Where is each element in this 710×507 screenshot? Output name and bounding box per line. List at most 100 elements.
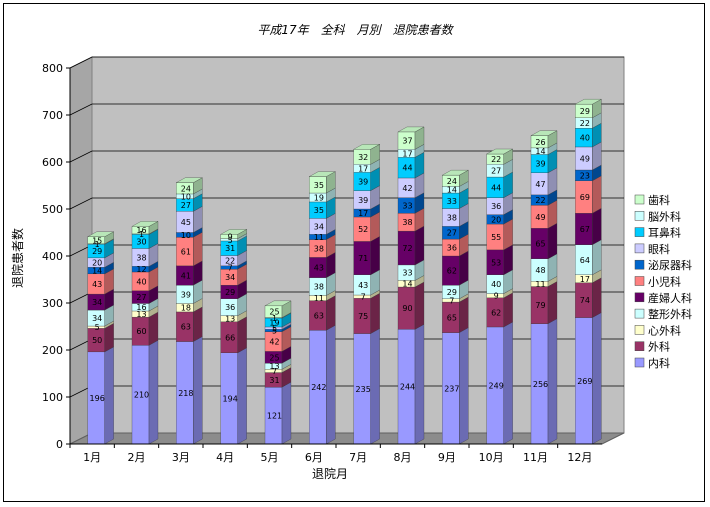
legend-label: 産婦人科 bbox=[648, 291, 692, 305]
data-label: 7 bbox=[228, 264, 233, 273]
x-tick-label: 9月 bbox=[438, 451, 456, 464]
data-label: 34 bbox=[225, 273, 235, 282]
data-label: 35 bbox=[314, 181, 324, 190]
bar-top bbox=[486, 148, 514, 155]
legend-label: 歯科 bbox=[648, 193, 670, 207]
data-label: 90 bbox=[402, 304, 412, 313]
legend-label: 脳外科 bbox=[648, 209, 681, 223]
data-label: 19 bbox=[314, 193, 324, 202]
data-label: 11 bbox=[314, 233, 324, 242]
data-label: 5 bbox=[95, 323, 100, 332]
data-label: 194 bbox=[223, 394, 238, 403]
bar-top bbox=[264, 300, 292, 306]
data-label: 29 bbox=[447, 288, 457, 297]
bar-top bbox=[131, 221, 159, 227]
data-label: 71 bbox=[358, 254, 368, 263]
legend-swatch bbox=[634, 341, 645, 351]
x-tick-label: 11月 bbox=[523, 451, 548, 464]
x-tick-label: 4月 bbox=[216, 451, 234, 464]
bar-segment-side bbox=[370, 293, 380, 334]
data-label: 196 bbox=[90, 394, 105, 403]
data-label: 1 bbox=[139, 230, 144, 239]
x-tick-label: 8月 bbox=[394, 451, 412, 464]
data-label: 22 bbox=[491, 155, 501, 164]
data-label: 22 bbox=[580, 119, 590, 128]
data-label: 69 bbox=[580, 193, 590, 202]
y-tick-label: 700 bbox=[42, 109, 63, 122]
data-label: 49 bbox=[580, 154, 590, 163]
data-label: 44 bbox=[491, 183, 501, 192]
data-label: 5 bbox=[228, 236, 233, 245]
gridline bbox=[69, 56, 624, 69]
bar-segment-side bbox=[592, 312, 602, 445]
bar-segment-side bbox=[503, 292, 513, 328]
data-label: 50 bbox=[92, 336, 102, 345]
data-label: 79 bbox=[535, 301, 545, 310]
data-label: 36 bbox=[447, 244, 457, 253]
bar-segment-side bbox=[592, 239, 602, 276]
legend-swatch bbox=[634, 227, 645, 237]
bar-top bbox=[353, 144, 381, 150]
data-label: 9 bbox=[494, 292, 499, 301]
data-label: 44 bbox=[402, 164, 412, 173]
bar-segment-side bbox=[193, 231, 203, 267]
data-label: 65 bbox=[447, 313, 457, 322]
data-label: 62 bbox=[447, 267, 457, 276]
data-label: 210 bbox=[134, 391, 149, 400]
legend-swatch bbox=[634, 357, 645, 368]
legend-label: 整形外科 bbox=[648, 307, 692, 321]
data-label: 14 bbox=[447, 186, 457, 195]
data-label: 38 bbox=[447, 213, 457, 222]
data-label: 60 bbox=[136, 327, 146, 336]
bar-top bbox=[175, 177, 203, 183]
chart-title: 平成17年 全科 月別 退院患者数 bbox=[257, 23, 453, 37]
data-label: 47 bbox=[535, 180, 545, 189]
data-label: 39 bbox=[358, 196, 368, 205]
y-tick-label: 200 bbox=[42, 344, 63, 357]
data-label: 43 bbox=[92, 280, 102, 289]
bar-top bbox=[220, 229, 248, 235]
bar-segment-side bbox=[148, 340, 159, 445]
legend-swatch bbox=[634, 325, 645, 335]
bar-segment-side bbox=[547, 318, 558, 445]
data-label: 38 bbox=[314, 283, 324, 292]
data-label: 39 bbox=[358, 178, 368, 187]
legend-label: 内科 bbox=[648, 356, 670, 370]
data-label: 17 bbox=[402, 149, 412, 158]
data-label: 32 bbox=[358, 153, 368, 162]
data-label: 72 bbox=[402, 244, 412, 253]
data-label: 242 bbox=[311, 383, 326, 392]
bar-segment-side bbox=[414, 225, 425, 266]
data-label: 7 bbox=[449, 296, 454, 305]
data-label: 61 bbox=[181, 248, 191, 257]
y-tick-label: 100 bbox=[42, 391, 63, 404]
data-label: 1 bbox=[272, 314, 277, 323]
x-tick-label: 2月 bbox=[128, 451, 146, 464]
bar-segment-side bbox=[414, 324, 425, 445]
data-label: 63 bbox=[314, 311, 324, 320]
bar-top bbox=[397, 126, 425, 133]
bar-top bbox=[87, 231, 115, 237]
data-label: 17 bbox=[358, 209, 368, 218]
bar-segment-side bbox=[459, 296, 469, 333]
data-label: 40 bbox=[491, 280, 501, 289]
data-label: 33 bbox=[402, 269, 412, 278]
data-label: 74 bbox=[580, 296, 590, 305]
gridline bbox=[69, 103, 624, 116]
bar-segment-side bbox=[148, 311, 159, 346]
x-tick-label: 6月 bbox=[305, 451, 323, 464]
data-label: 25 bbox=[269, 353, 279, 362]
legend-swatch bbox=[634, 211, 645, 221]
data-label: 33 bbox=[447, 197, 457, 206]
x-tick-label: 1月 bbox=[83, 451, 101, 464]
data-label: 65 bbox=[535, 240, 545, 249]
legend-label: 泌尿器科 bbox=[648, 258, 692, 272]
data-label: 31 bbox=[269, 376, 279, 385]
data-label: 17 bbox=[358, 164, 368, 173]
data-label: 13 bbox=[269, 362, 279, 371]
legend-swatch bbox=[634, 308, 645, 319]
data-label: 27 bbox=[491, 167, 501, 176]
data-labels: 1965053434431420291152106013162740123830… bbox=[90, 107, 593, 421]
